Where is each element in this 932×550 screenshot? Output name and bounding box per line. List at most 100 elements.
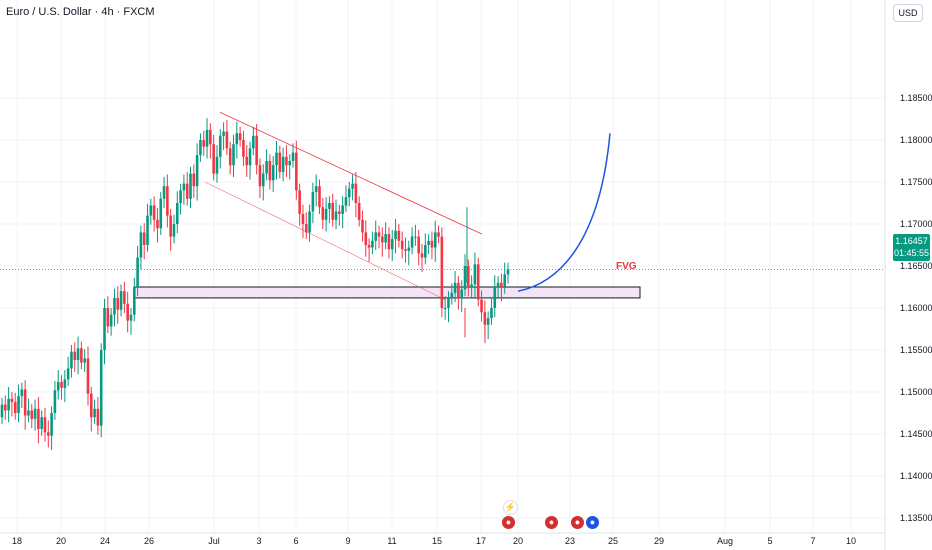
candle-body	[473, 264, 477, 285]
x-tick-label: 3	[256, 536, 261, 546]
candle-body	[175, 203, 179, 224]
candle-body	[123, 291, 126, 304]
us-flag-event-icon[interactable]: ●	[571, 516, 584, 529]
channel-upper-line	[219, 111, 483, 235]
candle-body	[30, 410, 34, 419]
y-tick-label: 1.15000	[900, 387, 932, 397]
candle-body	[295, 152, 298, 191]
candle-body	[252, 135, 255, 149]
y-tick-label: 1.16000	[900, 303, 932, 313]
candle-body	[298, 190, 301, 214]
candle-body	[4, 404, 7, 411]
candle-body	[414, 236, 417, 238]
candle-body	[139, 232, 143, 258]
candle-body	[242, 140, 245, 157]
candle-body	[500, 282, 503, 287]
candle-body	[314, 186, 318, 193]
candle-body	[361, 219, 364, 233]
candle-body	[103, 308, 106, 350]
candle-body	[265, 161, 268, 174]
candle-body	[27, 410, 30, 416]
candle-body	[212, 144, 215, 174]
candle-body	[119, 291, 123, 310]
candle-body	[126, 303, 129, 321]
candle-body	[235, 133, 239, 145]
candle-body	[199, 140, 202, 156]
fvg-label: FVG	[616, 261, 637, 272]
candle-body	[80, 348, 83, 363]
candle-body	[159, 198, 163, 229]
candle-body	[113, 297, 116, 315]
candle-body	[169, 215, 172, 237]
candle-body	[20, 389, 24, 397]
candle-body	[384, 234, 387, 243]
candle-body	[248, 148, 252, 166]
candle-body	[430, 240, 434, 248]
candle-body	[397, 230, 401, 241]
y-tick-label: 1.16500	[900, 261, 932, 271]
candle-body	[341, 205, 344, 214]
x-tick-label: 6	[293, 536, 298, 546]
candle-body	[268, 161, 272, 181]
us-flag-event-icon[interactable]: ●	[502, 516, 515, 529]
candle-body	[179, 190, 182, 203]
candle-body	[73, 351, 77, 361]
x-tick-label: Jul	[208, 536, 220, 546]
candle-body	[490, 308, 493, 319]
candle-body	[407, 247, 411, 251]
candle-body	[136, 257, 139, 287]
candle-body	[70, 351, 73, 369]
candle-body	[149, 205, 153, 216]
candle-body	[450, 292, 454, 298]
candle-body	[400, 240, 404, 250]
channel-lower-line	[204, 181, 446, 300]
candle-body	[232, 144, 235, 166]
candle-body	[17, 396, 20, 413]
candle-body	[338, 211, 341, 214]
candle-body	[228, 148, 232, 166]
candle-body	[146, 215, 149, 245]
candle-body	[288, 161, 292, 166]
candle-body	[238, 133, 242, 140]
candle-body	[76, 348, 80, 361]
x-tick-label: 7	[810, 536, 815, 546]
fvg-zone	[134, 286, 641, 299]
candle-body	[381, 236, 384, 243]
candle-body	[37, 408, 40, 429]
candle-body	[109, 314, 113, 327]
candle-body	[93, 408, 96, 418]
candle-body	[480, 299, 483, 313]
x-tick-label: 20	[513, 536, 523, 546]
candle-body	[23, 389, 27, 416]
eu-flag-event-icon[interactable]: ●	[586, 516, 599, 529]
candle-body	[496, 282, 500, 287]
lightning-event-icon[interactable]: ⚡	[503, 500, 518, 515]
us-flag-event-icon[interactable]: ●	[545, 516, 558, 529]
candle-body	[420, 253, 424, 258]
x-tick-label: 17	[476, 536, 486, 546]
candle-body	[189, 173, 192, 199]
candle-body	[364, 232, 368, 245]
candle-body	[162, 186, 166, 199]
x-tick-label: 26	[144, 536, 154, 546]
candle-body	[245, 156, 249, 166]
candle-body	[271, 165, 275, 181]
candle-body	[156, 219, 159, 229]
candle-body	[60, 381, 63, 388]
currency-button[interactable]: USD	[893, 4, 923, 22]
candle-body	[185, 183, 189, 199]
candle-body	[278, 152, 282, 172]
candle-body	[63, 379, 67, 388]
candle-body	[331, 203, 335, 220]
candle-body	[347, 188, 351, 198]
chart-title: Euro / U.S. Dollar · 4h · FXCM	[6, 6, 155, 18]
y-tick-label: 1.17000	[900, 219, 932, 229]
candle-body	[334, 211, 338, 220]
candle-body	[218, 135, 222, 157]
candle-body	[506, 269, 510, 275]
candle-body	[116, 297, 120, 310]
x-tick-label: 20	[56, 536, 66, 546]
candle-body	[209, 129, 212, 145]
candle-body	[192, 173, 196, 187]
